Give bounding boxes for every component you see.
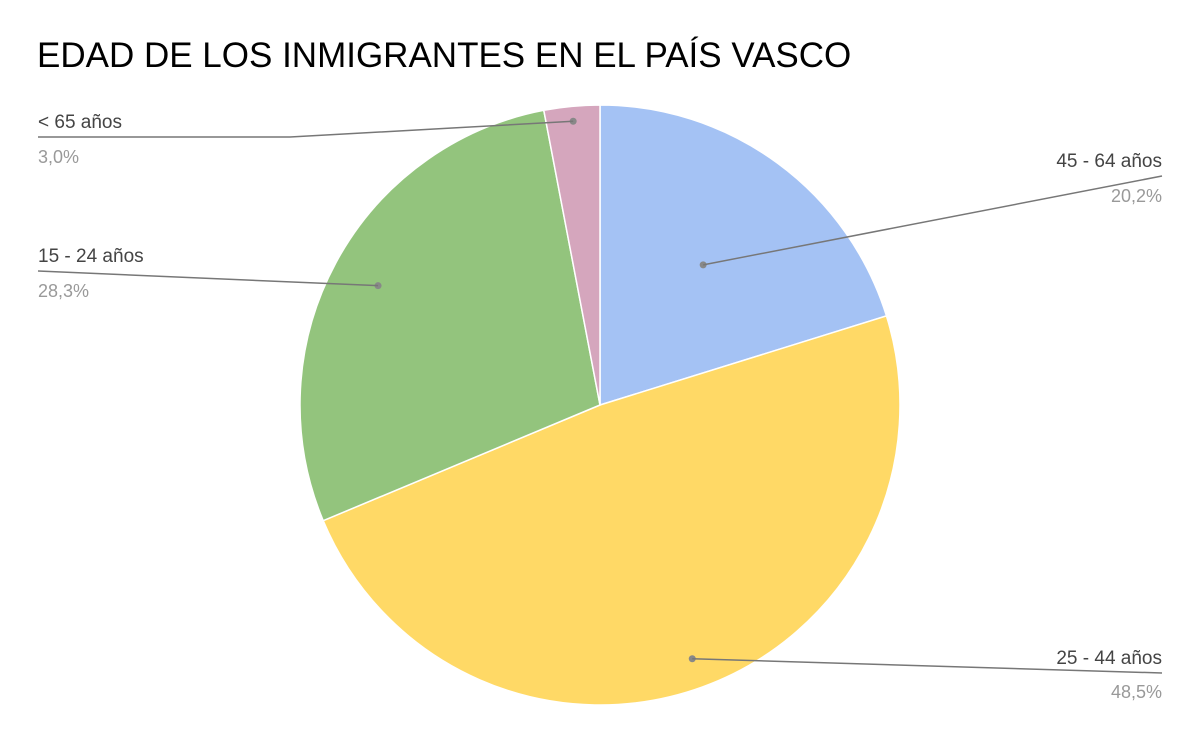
pie-slices — [299, 104, 901, 706]
slice-percentage: 28,3% — [38, 281, 89, 301]
callout-lines — [37, 117, 1163, 674]
pie-slice-45-64-a-os — [599, 104, 888, 407]
slice-label: < 65 años — [38, 112, 122, 133]
callout-line — [692, 657, 1163, 674]
slice-label: 45 - 64 años — [1056, 151, 1162, 172]
slice-label: 25 - 44 años — [1056, 648, 1162, 669]
callout-line — [703, 175, 1163, 266]
slice-label: 15 - 24 años — [38, 246, 144, 267]
pie-slice-65-a-os — [542, 104, 601, 406]
pie-slice-15-24-a-os — [299, 109, 601, 522]
chart-title: EDAD DE LOS INMIGRANTES EN EL PAÍS VASCO — [37, 36, 852, 75]
slice-percentage: 3,0% — [38, 147, 79, 167]
callout-line — [38, 120, 574, 138]
slice-labels: 45 - 64 años 20,2% 25 - 44 años 48,5% 15 - 2… — [38, 112, 1162, 702]
slice-percentage: 48,5% — [1111, 682, 1162, 702]
slice-percentage: 20,2% — [1111, 186, 1162, 206]
pie-slice-25-44-a-os — [322, 314, 901, 706]
callout-line — [37, 270, 379, 287]
